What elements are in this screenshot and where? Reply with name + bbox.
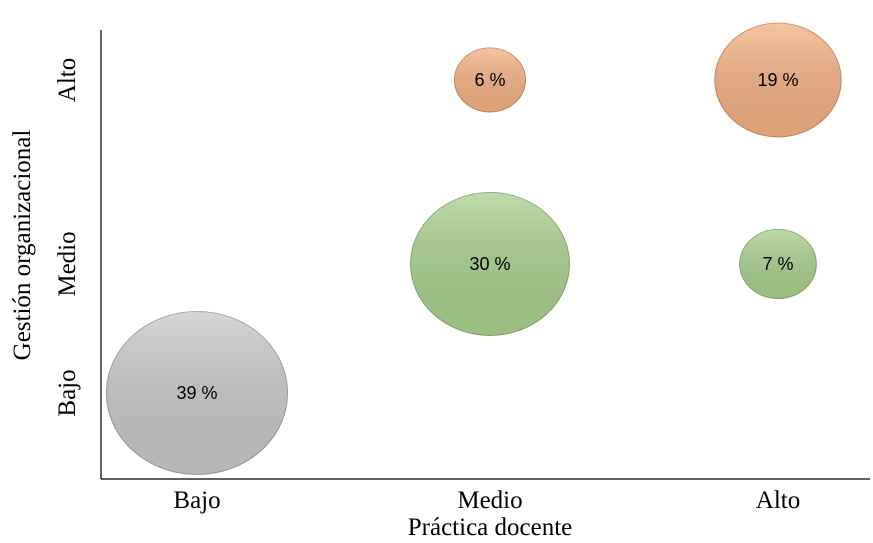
- x-tick-label: Medio: [457, 487, 522, 514]
- data-label: 30 %: [469, 254, 510, 274]
- data-label: 6 %: [474, 70, 505, 90]
- data-label: 19 %: [757, 70, 798, 90]
- x-tick-label: Bajo: [173, 487, 220, 514]
- y-axis-title: Gestión organizacional: [9, 130, 36, 361]
- y-tick-label: Alto: [54, 58, 81, 102]
- x-axis-title: Práctica docente: [408, 514, 573, 541]
- data-label: 39 %: [176, 383, 217, 403]
- y-tick-label: Medio: [54, 231, 81, 296]
- y-tick-label: Bajo: [54, 369, 81, 416]
- data-label: 7 %: [762, 254, 793, 274]
- x-tick-label: Alto: [756, 487, 800, 514]
